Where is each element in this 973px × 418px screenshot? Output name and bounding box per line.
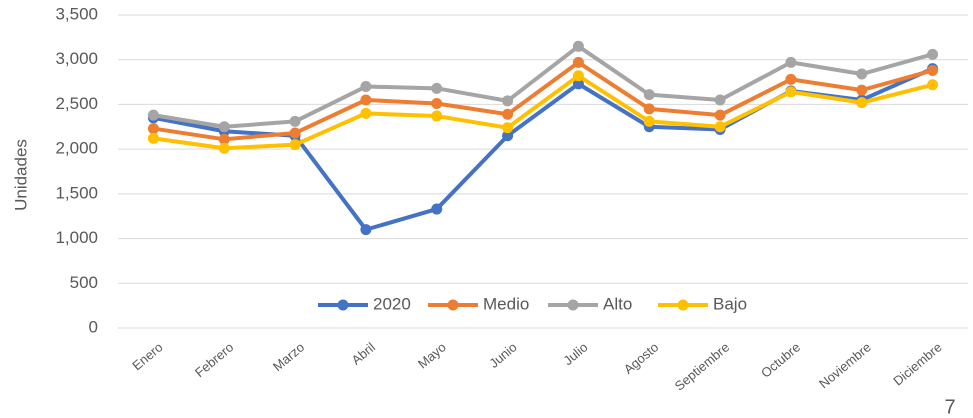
data-point	[431, 203, 443, 215]
data-point	[714, 121, 726, 133]
page-number: 7	[944, 396, 955, 418]
x-tick-label: Febrero	[192, 339, 237, 380]
data-point	[431, 98, 443, 110]
x-tick-label: Noviembre	[816, 339, 874, 391]
data-point	[147, 109, 159, 121]
data-point	[502, 122, 514, 134]
data-point	[147, 132, 159, 144]
legend-marker	[677, 299, 689, 311]
data-point	[360, 94, 372, 106]
y-tick-label: 500	[70, 273, 98, 292]
data-point	[360, 81, 372, 93]
data-point	[785, 56, 797, 68]
series-line	[153, 44, 934, 129]
data-point	[218, 142, 230, 154]
data-point	[572, 78, 584, 90]
y-tick-label: 3,000	[55, 49, 98, 68]
data-point	[643, 89, 655, 101]
x-tick-label: Enero	[129, 339, 165, 373]
data-point	[643, 103, 655, 115]
data-point	[927, 64, 939, 76]
y-tick-label: 0	[89, 317, 98, 336]
series-line	[153, 60, 934, 142]
data-point	[289, 127, 301, 139]
data-point	[502, 130, 514, 142]
legend-label: 2020	[373, 294, 411, 313]
y-tick-label: 3,500	[55, 4, 98, 23]
data-point	[856, 68, 868, 80]
data-point	[289, 115, 301, 127]
data-point	[714, 109, 726, 121]
data-point	[360, 224, 372, 236]
data-point	[856, 84, 868, 96]
legend-label: Bajo	[713, 294, 747, 313]
legend-label: Alto	[603, 294, 632, 313]
data-point	[927, 79, 939, 91]
series-line	[153, 73, 934, 151]
data-point	[572, 70, 584, 82]
legend-marker	[337, 299, 349, 311]
data-point	[147, 123, 159, 135]
y-tick-label: 2,000	[55, 139, 98, 158]
data-point	[856, 97, 868, 109]
data-point	[785, 73, 797, 85]
legend-marker	[447, 299, 459, 311]
x-tick-label: Julio	[560, 339, 590, 368]
x-tick-label: Diciembre	[890, 339, 944, 388]
data-point	[714, 94, 726, 106]
data-point	[431, 82, 443, 94]
x-tick-label: Agosto	[621, 339, 662, 377]
data-point	[431, 110, 443, 122]
data-point	[502, 95, 514, 107]
data-point	[643, 115, 655, 127]
y-tick-label: 2,500	[55, 94, 98, 113]
y-tick-label: 1,000	[55, 228, 98, 247]
x-tick-label: Marzo	[270, 339, 307, 374]
x-tick-label: Junio	[486, 339, 519, 370]
y-tick-label: 1,500	[55, 183, 98, 202]
data-point	[572, 56, 584, 68]
legend-label: Medio	[483, 294, 529, 313]
data-point	[502, 108, 514, 120]
data-point	[218, 133, 230, 145]
data-point	[785, 86, 797, 98]
legend-marker	[567, 299, 579, 311]
x-tick-label: Octubre	[758, 339, 803, 380]
x-tick-label: Mayo	[415, 339, 449, 371]
y-axis-label: Unidades	[11, 139, 30, 211]
x-tick-label: Abril	[348, 339, 378, 367]
x-tick-label: Septiembre	[672, 339, 733, 393]
data-point	[927, 48, 939, 60]
data-point	[572, 40, 584, 52]
data-point	[218, 121, 230, 133]
data-point	[289, 139, 301, 151]
data-point	[360, 107, 372, 119]
